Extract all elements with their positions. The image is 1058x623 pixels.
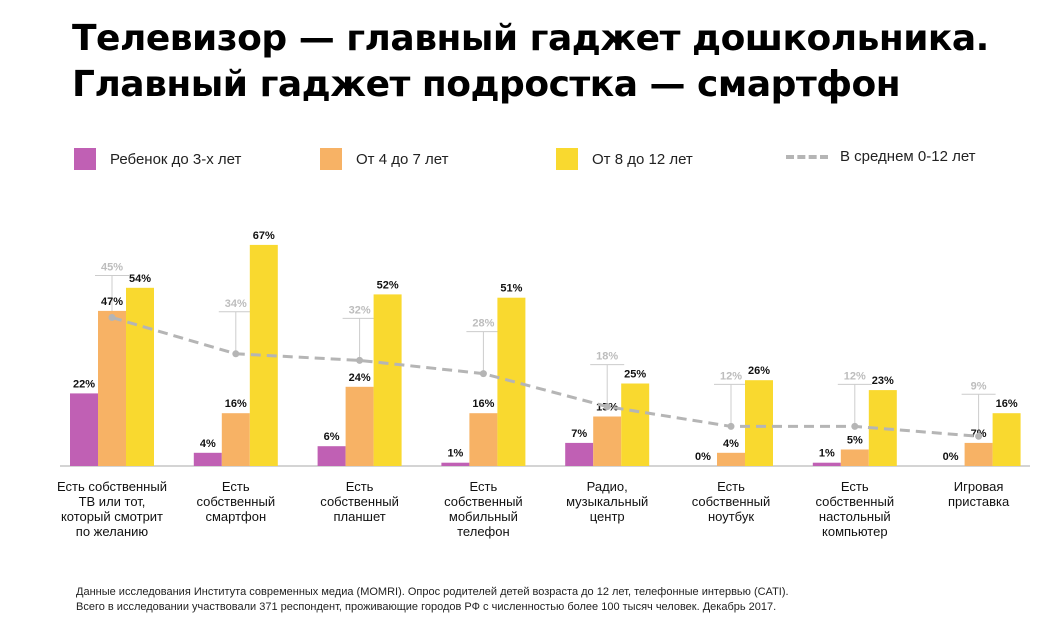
legend-item-average: В среднем 0-12 лет [786, 148, 976, 165]
average-value-label: 32% [349, 304, 371, 316]
bar-value-label: 24% [349, 372, 371, 384]
bar-value-label: 1% [819, 448, 835, 460]
average-line [111, 316, 979, 438]
average-point [851, 422, 859, 430]
bar-value-label: 0% [695, 451, 711, 463]
category-label: Есть собственный планшет [320, 479, 399, 524]
category-label: Игровая приставка [948, 479, 1010, 509]
legend-swatch-8-12 [556, 148, 578, 170]
average-point [603, 403, 611, 411]
category-label: Есть собственный ТВ или тот, который смотр… [57, 479, 167, 539]
legend-item-under-3: Ребенок до 3-х лет [74, 148, 241, 170]
bar-value-label: 4% [723, 438, 739, 450]
bar-value-label: 67% [253, 230, 275, 242]
bar [840, 449, 869, 466]
bar [221, 413, 250, 466]
category-label: Радио, музыкальный центр [566, 479, 648, 524]
chart-title-line-1: Телевизор — главный гаджет дошкольника. [72, 18, 989, 59]
bar [621, 383, 650, 466]
legend-label-4-7: От 4 до 7 лет [356, 150, 449, 168]
footnote-line-1: Данные исследования Института современны… [76, 586, 789, 598]
bar-value-label: 23% [872, 375, 894, 387]
bar-value-label: 51% [500, 283, 522, 295]
category-label: Есть собственный мобильный телефон [444, 479, 523, 539]
bar-value-label: 1% [447, 448, 463, 460]
average-value-label: 12% [720, 370, 742, 382]
average-point [727, 422, 735, 430]
category-label: Есть собственный смартфон [197, 479, 276, 524]
bar-value-label: 7% [571, 428, 587, 440]
legend-item-4-7: От 4 до 7 лет [320, 148, 448, 170]
bar [345, 386, 374, 466]
category-label: Есть собственный ноутбук [692, 479, 771, 524]
category-label: Есть собственный настольный компьютер [816, 479, 895, 539]
average-point [479, 370, 487, 378]
legend-item-8-12: От 8 до 12 лет [556, 148, 693, 170]
bar [193, 452, 222, 466]
average-value-label: 45% [101, 262, 123, 274]
bar-value-label: 16% [472, 398, 494, 410]
bar [812, 462, 841, 466]
legend-swatch-4-7 [320, 148, 342, 170]
average-value-label: 28% [472, 318, 494, 330]
legend-swatch-under-3 [74, 148, 96, 170]
bar-value-label: 22% [73, 378, 95, 390]
bar-value-label: 52% [377, 279, 399, 291]
legend-label-average: В среднем 0-12 лет [840, 148, 976, 165]
bar [373, 294, 402, 466]
bar-value-label: 4% [200, 438, 216, 450]
bar [992, 413, 1021, 466]
average-point [232, 350, 240, 358]
bar [98, 310, 126, 466]
footnote: Данные исследования Института современны… [76, 585, 789, 615]
bar-value-label: 16% [225, 398, 247, 410]
bar [441, 462, 470, 466]
footnote-line-2: Всего в исследовании участвовали 371 рес… [76, 601, 777, 613]
bar [745, 380, 773, 466]
bar-value-label: 6% [324, 431, 340, 443]
chart-legend: Ребенок до 3-х лет От 4 до 7 лет От 8 до… [0, 148, 1058, 172]
chart-title: Телевизор — главный гаджет дошкольника. … [72, 16, 989, 108]
bar [593, 416, 622, 466]
bar-value-label: 5% [847, 435, 863, 447]
legend-dash-average [786, 154, 828, 159]
average-point [108, 314, 116, 321]
average-point [356, 356, 364, 364]
bar-value-label: 16% [996, 398, 1018, 410]
average-value-label: 12% [844, 370, 866, 382]
bar [964, 442, 993, 466]
legend-label-under-3: Ребенок до 3-х лет [110, 150, 242, 168]
chart-title-line-2: Главный гаджет подростка — смартфон [72, 64, 901, 105]
bar-value-label: 47% [101, 296, 123, 308]
bar [717, 452, 745, 466]
average-point [975, 432, 983, 440]
bar [317, 446, 346, 466]
bar [469, 413, 498, 466]
average-value-label: 9% [971, 380, 987, 392]
bar [70, 393, 98, 466]
bar-value-label: 0% [943, 451, 959, 463]
bar-value-label: 54% [129, 273, 151, 285]
bar-value-label: 25% [624, 369, 646, 381]
bar [126, 287, 154, 466]
average-value-label: 18% [596, 351, 618, 363]
average-value-label: 34% [225, 298, 247, 310]
bar [565, 442, 594, 466]
legend-label-8-12: От 8 до 12 лет [592, 150, 693, 168]
bar-value-label: 26% [748, 365, 770, 377]
